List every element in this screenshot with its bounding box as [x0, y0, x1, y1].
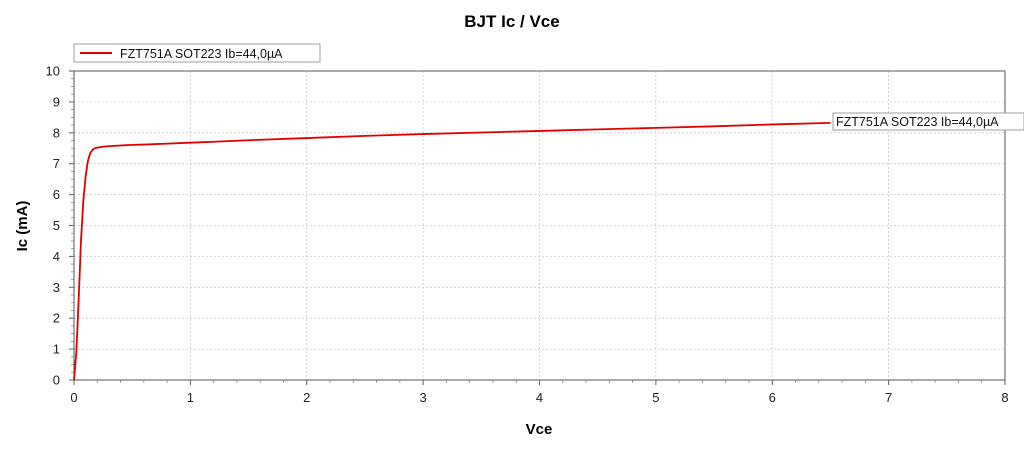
- x-tick-label: 6: [769, 390, 776, 405]
- legend-label: FZT751A SOT223 Ib=44,0µA: [120, 47, 283, 61]
- y-tick-label: 3: [53, 280, 60, 295]
- x-tick-label: 8: [1001, 390, 1008, 405]
- y-tick-label: 10: [46, 64, 60, 79]
- x-tick-label: 3: [420, 390, 427, 405]
- y-tick-label: 1: [53, 342, 60, 357]
- x-axis-title: Vce: [526, 421, 553, 438]
- end-label-box: [832, 112, 1024, 131]
- x-tick-label: 4: [536, 390, 543, 405]
- y-tick-label: 6: [53, 187, 60, 202]
- ticks: [69, 70, 1006, 385]
- end-label-text: FZT751A SOT223 Ib=44,0µA: [836, 115, 999, 129]
- y-tick-label: 2: [53, 311, 60, 326]
- x-tick-label: 5: [652, 390, 659, 405]
- x-tick-label: 7: [885, 390, 892, 405]
- y-tick-label: 0: [53, 373, 60, 388]
- series-line: [73, 122, 831, 381]
- y-tick-label: 9: [53, 94, 60, 109]
- x-tick-label: 0: [70, 390, 77, 405]
- grid: [74, 71, 1005, 380]
- y-tick-label: 8: [53, 125, 60, 140]
- legend: FZT751A SOT223 Ib=44,0µA: [73, 43, 321, 63]
- y-tick-label: 7: [53, 156, 60, 171]
- end-label: FZT751A SOT223 Ib=44,0µA: [832, 112, 1024, 131]
- chart-title: BJT Ic / Vce: [464, 12, 559, 31]
- tick-labels: 0 1 2 3 4 5 6 7 8 0 1 2 3 4 5 6 7 8 9 10: [46, 64, 1009, 406]
- y-tick-label: 5: [53, 218, 60, 233]
- y-tick-label: 4: [53, 249, 60, 264]
- x-tick-label: 2: [303, 390, 310, 405]
- y-axis-title: Ic (mA): [14, 201, 31, 252]
- legend-box: [73, 43, 321, 63]
- x-tick-label: 1: [187, 390, 194, 405]
